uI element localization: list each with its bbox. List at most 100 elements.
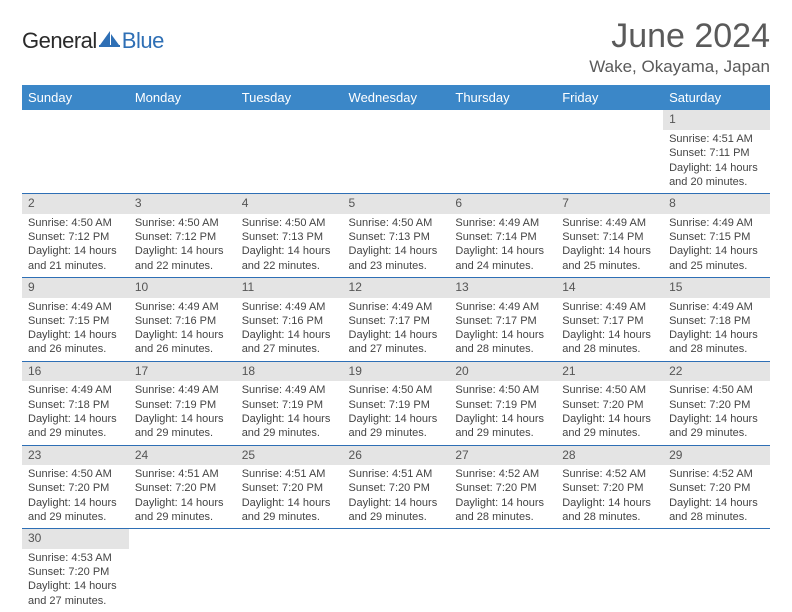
day-content: Sunrise: 4:51 AMSunset: 7:20 PMDaylight:… — [129, 465, 236, 528]
daylight-text: Daylight: 14 hours and 26 minutes. — [28, 328, 123, 357]
sunset-text: Sunset: 7:20 PM — [562, 481, 657, 495]
day-number-empty — [236, 529, 343, 549]
day-number: 24 — [129, 446, 236, 466]
day-content: Sunrise: 4:50 AMSunset: 7:19 PMDaylight:… — [449, 381, 556, 444]
calendar-cell — [343, 110, 450, 193]
sunrise-text: Sunrise: 4:50 AM — [669, 383, 764, 397]
sunset-text: Sunset: 7:16 PM — [242, 314, 337, 328]
calendar-cell: 20Sunrise: 4:50 AMSunset: 7:19 PMDayligh… — [449, 361, 556, 445]
day-content: Sunrise: 4:49 AMSunset: 7:15 PMDaylight:… — [663, 214, 770, 277]
sunrise-text: Sunrise: 4:49 AM — [669, 216, 764, 230]
calendar-cell: 28Sunrise: 4:52 AMSunset: 7:20 PMDayligh… — [556, 445, 663, 529]
day-content: Sunrise: 4:50 AMSunset: 7:13 PMDaylight:… — [343, 214, 450, 277]
daylight-text: Daylight: 14 hours and 28 minutes. — [455, 496, 550, 525]
sunrise-text: Sunrise: 4:50 AM — [349, 216, 444, 230]
day-number: 26 — [343, 446, 450, 466]
weekday-header: Monday — [129, 85, 236, 110]
sunset-text: Sunset: 7:20 PM — [669, 398, 764, 412]
sunset-text: Sunset: 7:20 PM — [242, 481, 337, 495]
sunrise-text: Sunrise: 4:49 AM — [562, 216, 657, 230]
daylight-text: Daylight: 14 hours and 28 minutes. — [455, 328, 550, 357]
calendar-cell: 9Sunrise: 4:49 AMSunset: 7:15 PMDaylight… — [22, 277, 129, 361]
sunset-text: Sunset: 7:18 PM — [669, 314, 764, 328]
sunrise-text: Sunrise: 4:51 AM — [349, 467, 444, 481]
sunrise-text: Sunrise: 4:50 AM — [135, 216, 230, 230]
sail-icon — [99, 30, 121, 53]
calendar-cell: 7Sunrise: 4:49 AMSunset: 7:14 PMDaylight… — [556, 194, 663, 278]
daylight-text: Daylight: 14 hours and 29 minutes. — [135, 412, 230, 441]
daylight-text: Daylight: 14 hours and 27 minutes. — [242, 328, 337, 357]
calendar-cell: 10Sunrise: 4:49 AMSunset: 7:16 PMDayligh… — [129, 277, 236, 361]
day-number-empty — [449, 529, 556, 549]
sunrise-text: Sunrise: 4:50 AM — [455, 383, 550, 397]
sunrise-text: Sunrise: 4:49 AM — [28, 383, 123, 397]
day-number: 13 — [449, 278, 556, 298]
calendar-cell: 14Sunrise: 4:49 AMSunset: 7:17 PMDayligh… — [556, 277, 663, 361]
day-number: 23 — [22, 446, 129, 466]
title-block: June 2024 Wake, Okayama, Japan — [589, 18, 770, 77]
day-content: Sunrise: 4:49 AMSunset: 7:19 PMDaylight:… — [129, 381, 236, 444]
day-content: Sunrise: 4:50 AMSunset: 7:13 PMDaylight:… — [236, 214, 343, 277]
sunset-text: Sunset: 7:20 PM — [28, 481, 123, 495]
calendar-cell: 6Sunrise: 4:49 AMSunset: 7:14 PMDaylight… — [449, 194, 556, 278]
day-number-empty — [22, 110, 129, 130]
sunset-text: Sunset: 7:20 PM — [455, 481, 550, 495]
sunset-text: Sunset: 7:19 PM — [455, 398, 550, 412]
header: General Blue June 2024 Wake, Okayama, Ja… — [22, 18, 770, 77]
day-number: 3 — [129, 194, 236, 214]
calendar-cell: 18Sunrise: 4:49 AMSunset: 7:19 PMDayligh… — [236, 361, 343, 445]
day-number-empty — [343, 110, 450, 130]
day-number: 14 — [556, 278, 663, 298]
day-content: Sunrise: 4:49 AMSunset: 7:19 PMDaylight:… — [236, 381, 343, 444]
day-number: 21 — [556, 362, 663, 382]
sunrise-text: Sunrise: 4:49 AM — [135, 300, 230, 314]
day-content: Sunrise: 4:49 AMSunset: 7:14 PMDaylight:… — [556, 214, 663, 277]
daylight-text: Daylight: 14 hours and 29 minutes. — [562, 412, 657, 441]
sunrise-text: Sunrise: 4:50 AM — [28, 467, 123, 481]
daylight-text: Daylight: 14 hours and 29 minutes. — [242, 496, 337, 525]
day-content: Sunrise: 4:49 AMSunset: 7:18 PMDaylight:… — [22, 381, 129, 444]
weekday-header: Friday — [556, 85, 663, 110]
weekday-header: Tuesday — [236, 85, 343, 110]
sunrise-text: Sunrise: 4:49 AM — [28, 300, 123, 314]
day-number: 7 — [556, 194, 663, 214]
calendar-cell — [449, 529, 556, 612]
sunset-text: Sunset: 7:19 PM — [242, 398, 337, 412]
sunset-text: Sunset: 7:14 PM — [455, 230, 550, 244]
day-number: 19 — [343, 362, 450, 382]
daylight-text: Daylight: 14 hours and 28 minutes. — [669, 496, 764, 525]
sunset-text: Sunset: 7:20 PM — [135, 481, 230, 495]
sunset-text: Sunset: 7:12 PM — [135, 230, 230, 244]
sunset-text: Sunset: 7:20 PM — [669, 481, 764, 495]
day-content: Sunrise: 4:53 AMSunset: 7:20 PMDaylight:… — [22, 549, 129, 612]
daylight-text: Daylight: 14 hours and 27 minutes. — [28, 579, 123, 608]
calendar-cell: 29Sunrise: 4:52 AMSunset: 7:20 PMDayligh… — [663, 445, 770, 529]
sunset-text: Sunset: 7:17 PM — [455, 314, 550, 328]
day-content: Sunrise: 4:50 AMSunset: 7:12 PMDaylight:… — [22, 214, 129, 277]
day-content: Sunrise: 4:49 AMSunset: 7:17 PMDaylight:… — [556, 298, 663, 361]
logo: General Blue — [22, 18, 164, 54]
day-content: Sunrise: 4:52 AMSunset: 7:20 PMDaylight:… — [556, 465, 663, 528]
sunrise-text: Sunrise: 4:49 AM — [669, 300, 764, 314]
weekday-header-row: Sunday Monday Tuesday Wednesday Thursday… — [22, 85, 770, 110]
day-content: Sunrise: 4:52 AMSunset: 7:20 PMDaylight:… — [663, 465, 770, 528]
day-content: Sunrise: 4:49 AMSunset: 7:16 PMDaylight:… — [236, 298, 343, 361]
calendar-cell: 2Sunrise: 4:50 AMSunset: 7:12 PMDaylight… — [22, 194, 129, 278]
day-number: 10 — [129, 278, 236, 298]
weekday-header: Thursday — [449, 85, 556, 110]
sunrise-text: Sunrise: 4:51 AM — [669, 132, 764, 146]
daylight-text: Daylight: 14 hours and 20 minutes. — [669, 161, 764, 190]
day-number: 15 — [663, 278, 770, 298]
day-content: Sunrise: 4:50 AMSunset: 7:20 PMDaylight:… — [556, 381, 663, 444]
day-number: 22 — [663, 362, 770, 382]
daylight-text: Daylight: 14 hours and 22 minutes. — [135, 244, 230, 273]
day-number-empty — [663, 529, 770, 549]
sunrise-text: Sunrise: 4:49 AM — [455, 216, 550, 230]
daylight-text: Daylight: 14 hours and 28 minutes. — [562, 328, 657, 357]
day-content: Sunrise: 4:50 AMSunset: 7:12 PMDaylight:… — [129, 214, 236, 277]
day-number-empty — [556, 110, 663, 130]
sunrise-text: Sunrise: 4:49 AM — [349, 300, 444, 314]
day-content: Sunrise: 4:51 AMSunset: 7:20 PMDaylight:… — [343, 465, 450, 528]
day-number: 17 — [129, 362, 236, 382]
calendar-cell: 19Sunrise: 4:50 AMSunset: 7:19 PMDayligh… — [343, 361, 450, 445]
